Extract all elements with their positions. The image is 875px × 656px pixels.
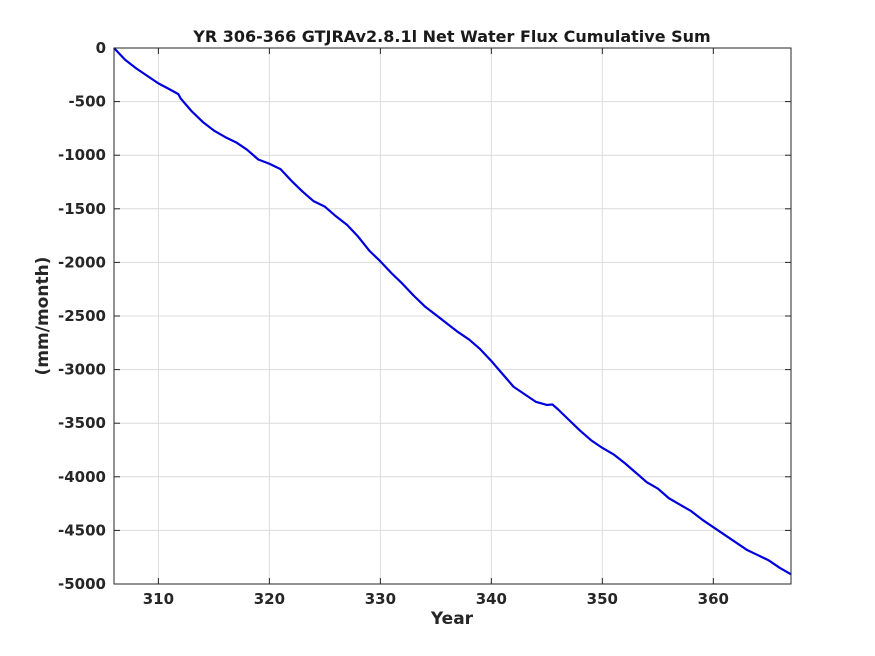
y-tick-labels: 0 -500 -1000 -1500 -2000 -2500 -3000 -3500 -4000… (58, 39, 106, 593)
chart-title: YR 306-366 GTJRAv2.8.1l Net Water Flux C… (192, 27, 710, 46)
plot-frame (113, 47, 792, 585)
x-axis-label: Year (430, 609, 474, 629)
x-tick-label: 360 (698, 590, 729, 608)
y-tick-label: 0 (96, 39, 106, 57)
y-tick-label: -3500 (58, 414, 106, 432)
y-tick-label: -500 (68, 93, 106, 111)
x-tick-label: 340 (476, 590, 507, 608)
x-tick-label: 320 (254, 590, 285, 608)
series-layer (113, 47, 792, 576)
y-tick-label: -3000 (58, 361, 106, 379)
series-line (113, 47, 792, 576)
x-tick-label: 310 (143, 590, 174, 608)
y-tick-label: -4500 (58, 521, 106, 539)
axis-ticks (114, 47, 791, 585)
x-tick-label: 330 (365, 590, 396, 608)
x-tick-label: 350 (587, 590, 618, 608)
y-axis-label: (mm/month) (33, 257, 53, 376)
y-tick-label: -1000 (58, 146, 106, 164)
x-tick-labels: 310 320 330 340 350 360 (143, 590, 729, 608)
y-tick-label: -2000 (58, 253, 106, 271)
y-tick-label: -2500 (58, 307, 106, 325)
y-tick-label: -4000 (58, 468, 106, 486)
y-tick-label: -1500 (58, 200, 106, 218)
y-tick-label: -5000 (58, 575, 106, 593)
